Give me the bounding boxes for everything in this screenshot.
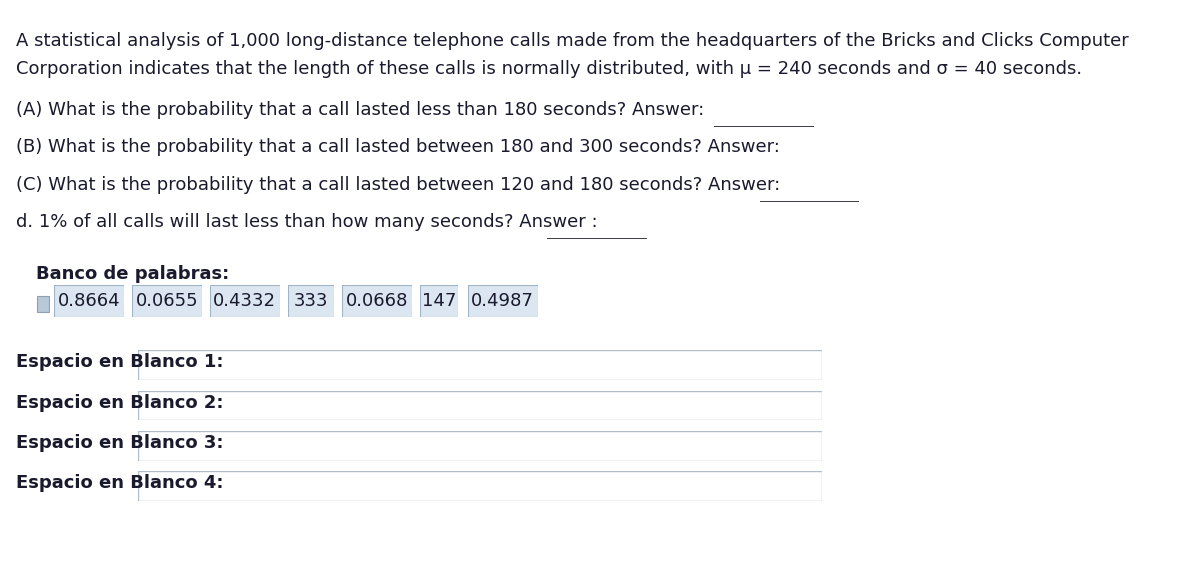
- Text: d. 1% of all calls will last less than how many seconds? Answer :: d. 1% of all calls will last less than h…: [16, 213, 598, 231]
- Text: A statistical analysis of 1,000 long-distance telephone calls made from the head: A statistical analysis of 1,000 long-dis…: [16, 32, 1128, 50]
- FancyBboxPatch shape: [138, 391, 822, 420]
- FancyBboxPatch shape: [138, 350, 822, 380]
- Text: Espacio en Blanco 1:: Espacio en Blanco 1:: [16, 353, 223, 372]
- FancyBboxPatch shape: [138, 471, 822, 501]
- Text: 0.8664: 0.8664: [58, 292, 120, 310]
- FancyBboxPatch shape: [288, 285, 334, 317]
- FancyBboxPatch shape: [420, 285, 458, 317]
- Text: 147: 147: [422, 292, 456, 310]
- Text: (B) What is the probability that a call lasted between 180 and 300 seconds? Answ: (B) What is the probability that a call …: [16, 138, 780, 156]
- Text: 0.4987: 0.4987: [472, 292, 534, 310]
- FancyBboxPatch shape: [138, 431, 822, 461]
- Text: 0.4332: 0.4332: [214, 292, 276, 310]
- FancyBboxPatch shape: [342, 285, 412, 317]
- Text: Espacio en Blanco 3:: Espacio en Blanco 3:: [16, 434, 223, 452]
- FancyBboxPatch shape: [37, 296, 49, 312]
- Text: Corporation indicates that the length of these calls is normally distributed, wi: Corporation indicates that the length of…: [16, 60, 1081, 78]
- Text: 333: 333: [294, 292, 328, 310]
- Text: 0.0655: 0.0655: [136, 292, 198, 310]
- FancyBboxPatch shape: [468, 285, 538, 317]
- Text: 0.0668: 0.0668: [346, 292, 408, 310]
- Text: Espacio en Blanco 4:: Espacio en Blanco 4:: [16, 474, 223, 492]
- Text: Banco de palabras:: Banco de palabras:: [36, 265, 229, 283]
- Text: Espacio en Blanco 2:: Espacio en Blanco 2:: [16, 393, 223, 412]
- FancyBboxPatch shape: [210, 285, 280, 317]
- Text: (A) What is the probability that a call lasted less than 180 seconds? Answer:: (A) What is the probability that a call …: [16, 101, 704, 119]
- FancyBboxPatch shape: [132, 285, 202, 317]
- FancyBboxPatch shape: [54, 285, 124, 317]
- Text: (C) What is the probability that a call lasted between 120 and 180 seconds? Answ: (C) What is the probability that a call …: [16, 176, 780, 194]
